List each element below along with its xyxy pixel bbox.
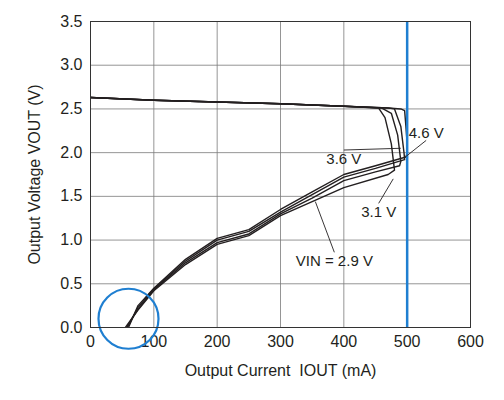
svg-text:300: 300 — [267, 333, 294, 350]
svg-text:400: 400 — [330, 333, 357, 350]
svg-text:0.5: 0.5 — [60, 275, 82, 292]
svg-text:500: 500 — [394, 333, 421, 350]
svg-text:3.1 V: 3.1 V — [361, 203, 396, 220]
svg-text:0: 0 — [86, 333, 95, 350]
svg-text:100: 100 — [140, 332, 168, 350]
svg-text:0.0: 0.0 — [60, 319, 82, 336]
svg-text:3.5: 3.5 — [60, 13, 82, 30]
svg-text:4.6 V: 4.6 V — [409, 124, 444, 141]
svg-text:2.5: 2.5 — [60, 100, 82, 117]
svg-text:1.5: 1.5 — [60, 187, 82, 204]
svg-text:200: 200 — [204, 333, 231, 350]
svg-text:2.0: 2.0 — [60, 144, 82, 161]
svg-text:VIN = 2.9 V: VIN = 2.9 V — [296, 252, 373, 269]
svg-text:Output Current IOUT (mA): Output Current IOUT (mA) — [185, 362, 377, 379]
svg-text:1.0: 1.0 — [60, 231, 82, 248]
svg-text:3.0: 3.0 — [60, 56, 82, 73]
svg-text:Output Voltage VOUT (V): Output Voltage VOUT (V) — [26, 84, 43, 264]
svg-text:3.6 V: 3.6 V — [326, 150, 361, 167]
svg-text:600: 600 — [457, 333, 484, 350]
